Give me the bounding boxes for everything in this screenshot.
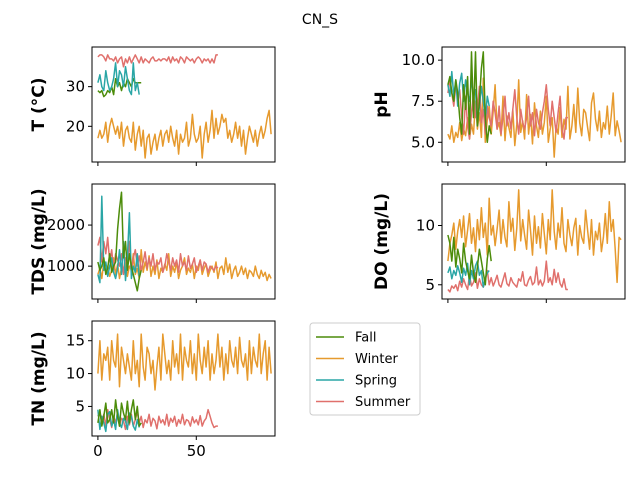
legend-label-summer: Summer: [355, 395, 411, 410]
y-tick-label: 7.5: [411, 92, 435, 110]
series-line-fall-tds: [97, 191, 142, 292]
y-axis-label: T (°C): [29, 77, 49, 131]
y-tick-label: 5: [75, 397, 85, 415]
series-group: [447, 51, 622, 158]
x-tick-label: 50: [187, 442, 206, 460]
series-line-spring-t: [97, 62, 140, 96]
y-tick-label: 20: [66, 117, 85, 135]
panel-ph: 5.0 7.5 10.0 pH: [372, 46, 626, 166]
series-line-spring-tn: [97, 408, 140, 433]
series-line-winter-do: [447, 189, 622, 284]
y-tick-label: 1000: [47, 257, 85, 275]
series-line-summer-ph: [447, 79, 568, 140]
series-line-summer-do: [447, 260, 568, 293]
legend-label-fall: Fall: [355, 331, 376, 346]
axes-frame: [91, 46, 276, 163]
series-line-fall-do: [447, 234, 492, 286]
y-axis-label: pH: [372, 91, 392, 117]
series-line-fall-tn: [97, 399, 142, 427]
legend-label-spring: Spring: [355, 374, 397, 389]
panel-do: 5 10 DO (mg/L): [372, 183, 626, 303]
series-group: [97, 191, 272, 292]
series-group: [97, 333, 272, 433]
axes-frame: [441, 183, 626, 300]
axes-frame: [91, 183, 276, 300]
legend-label-winter: Winter: [355, 352, 399, 367]
y-tick-label: 10: [66, 365, 85, 383]
y-tick-label: 15: [66, 332, 85, 350]
series-line-winter-tn: [97, 333, 272, 391]
series-group: [447, 189, 622, 293]
y-tick-label: 30: [66, 78, 85, 96]
legend: Fall Winter Spring Summer: [309, 322, 421, 416]
legend-box: [309, 322, 421, 416]
y-tick-label: 10.0: [402, 51, 435, 69]
series-line-winter-t: [97, 109, 272, 159]
y-axis-label: TN (mg/L): [29, 331, 49, 425]
y-axis-label: DO (mg/L): [372, 193, 392, 290]
series-group: [97, 54, 272, 159]
x-tick-label: 0: [93, 442, 103, 460]
panel-tn: 0 50 5 10 15 TN (mg/L): [29, 320, 276, 460]
axes-frame: [91, 320, 276, 437]
axes-frame: [441, 46, 626, 163]
panel-t: 20 30 T (°C): [29, 46, 276, 166]
y-axis-label: TDS (mg/L): [29, 188, 49, 294]
series-line-summer-t: [97, 54, 218, 68]
y-tick-label: 5.0: [411, 133, 435, 151]
y-tick-label: 2000: [47, 216, 85, 234]
chart-title: CN_S: [302, 12, 338, 28]
series-line-fall-ph: [447, 51, 492, 144]
y-tick-label: 5: [425, 276, 435, 294]
y-tick-label: 10: [416, 216, 435, 234]
